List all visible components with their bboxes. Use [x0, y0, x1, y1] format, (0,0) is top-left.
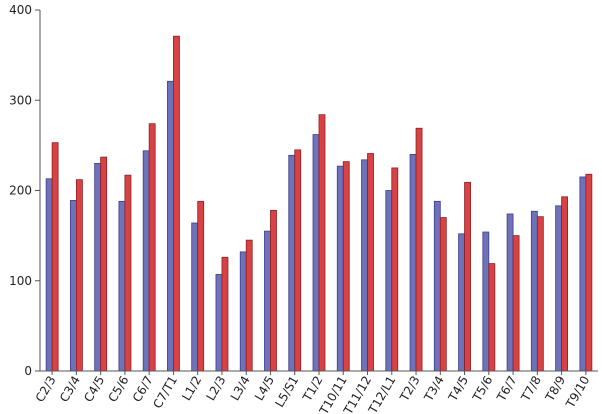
bar-series-1 — [94, 163, 102, 372]
bar-series-1 — [45, 178, 53, 372]
bar-series-2 — [148, 123, 156, 372]
y-tick-label: 0 — [24, 364, 32, 378]
x-axis: C2/3C3/4C4/5C5/6C6/7C7/T1 L1/2 L2/3 L3/4 L4/… — [33, 370, 598, 414]
bar-series-1 — [385, 190, 393, 372]
bar-series-2 — [342, 161, 350, 372]
bar-series-1 — [482, 231, 490, 372]
x-tick-label: T5/6 — [469, 373, 495, 404]
x-tick-label: C3/4 — [57, 374, 83, 405]
bar-series-1 — [336, 165, 344, 372]
x-tick-label: T3/4 — [421, 374, 447, 405]
bar-series-1 — [142, 150, 150, 372]
x-tick-label: L3/4 — [228, 374, 253, 404]
bar-series-2 — [415, 127, 423, 372]
bar-series-2 — [270, 209, 277, 372]
bar-series-1 — [530, 210, 538, 372]
x-tick-label: T6/7 — [494, 374, 520, 405]
bar-series-2 — [51, 142, 59, 372]
bar-series-2 — [124, 174, 132, 372]
x-tick-label: C4/5 — [81, 374, 107, 405]
x-tick-label: L1/2 — [179, 374, 204, 404]
bar-series-1 — [239, 251, 247, 372]
bar-series-1 — [167, 80, 174, 372]
x-tick-label: T9/10 — [563, 374, 593, 412]
bar-series-1 — [69, 200, 77, 372]
bar-series-1 — [288, 154, 296, 372]
bar-series-2 — [197, 200, 205, 372]
bars-group — [45, 35, 593, 372]
y-axis: 0 100 200 300 400 — [9, 3, 41, 378]
bar-series-1 — [191, 222, 199, 372]
y-tick-label: 100 — [9, 274, 32, 288]
bar-series-1 — [312, 134, 320, 372]
x-tick-label: C2/3 — [33, 374, 59, 405]
bar-series-2 — [294, 149, 302, 372]
x-tick-label: L5/S1 — [272, 374, 301, 410]
bar-series-2 — [561, 196, 569, 372]
bar-series-2 — [391, 167, 399, 372]
bar-series-2 — [75, 179, 83, 372]
bar-series-2 — [221, 256, 229, 372]
y-tick-label: 300 — [9, 93, 32, 107]
bar-series-2 — [439, 217, 447, 372]
bar-series-2 — [536, 216, 544, 372]
x-tick-label: C7/T1 — [150, 374, 180, 411]
bar-series-2 — [585, 173, 593, 372]
x-tick-label: T4/5 — [445, 374, 471, 405]
bar-series-1 — [579, 176, 587, 372]
bar-series-2 — [100, 156, 108, 372]
x-tick-label: T2/3 — [397, 374, 423, 405]
y-tick-label: 400 — [9, 3, 32, 17]
bar-series-2 — [464, 181, 471, 372]
bar-series-2 — [173, 35, 180, 372]
x-tick-label: C5/6 — [106, 374, 132, 405]
bar-series-2 — [245, 239, 253, 372]
y-tick-label: 200 — [9, 184, 32, 198]
bar-series-1 — [506, 213, 514, 372]
bar-series-1 — [118, 200, 126, 372]
bar-series-1 — [433, 200, 441, 372]
bar-series-2 — [318, 114, 326, 372]
bar-series-2 — [367, 153, 374, 372]
bar-series-1 — [215, 274, 223, 372]
bar-series-1 — [458, 233, 465, 372]
bar-series-2 — [512, 235, 520, 372]
x-tick-label: L4/5 — [252, 374, 277, 404]
bar-series-1 — [555, 205, 563, 372]
bar-series-1 — [361, 159, 368, 372]
bar-series-1 — [264, 230, 271, 372]
x-tick-label: L2/3 — [203, 374, 228, 404]
bar-series-2 — [488, 263, 496, 372]
bar-series-1 — [409, 153, 417, 372]
x-tick-label: T7/8 — [518, 374, 544, 405]
